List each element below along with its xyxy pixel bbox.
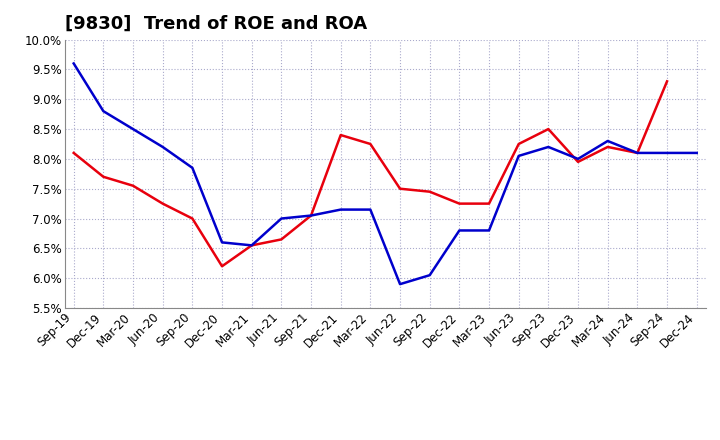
ROA [426,272,434,278]
ROE [217,264,226,269]
ROE [307,213,315,218]
ROA [129,126,138,132]
ROE [485,201,493,206]
ROA [277,216,286,221]
ROE [129,183,138,188]
ROE [158,201,167,206]
ROE [514,141,523,147]
ROA [662,150,671,156]
ROA [396,282,405,287]
ROE [426,189,434,194]
Line: ROE: ROE [73,81,667,266]
ROE [633,150,642,156]
ROE [366,141,374,147]
ROA [455,228,464,233]
ROE [188,216,197,221]
ROA [693,150,701,156]
ROE [336,132,345,138]
ROE [603,144,612,150]
ROE [574,159,582,165]
ROA [366,207,374,212]
Line: ROA: ROA [73,63,697,284]
ROA [336,207,345,212]
ROA [69,61,78,66]
ROE [662,79,671,84]
ROA [485,228,493,233]
ROA [217,240,226,245]
ROE [248,243,256,248]
ROE [277,237,286,242]
ROA [514,153,523,158]
ROA [188,165,197,170]
Text: [9830]  Trend of ROE and ROA: [9830] Trend of ROE and ROA [65,15,367,33]
ROA [633,150,642,156]
ROE [455,201,464,206]
ROE [69,150,78,156]
ROA [574,156,582,161]
ROA [158,144,167,150]
ROA [248,243,256,248]
ROE [544,126,553,132]
ROA [99,109,108,114]
ROE [99,174,108,180]
ROA [544,144,553,150]
ROA [307,213,315,218]
ROA [603,138,612,143]
ROE [396,186,405,191]
